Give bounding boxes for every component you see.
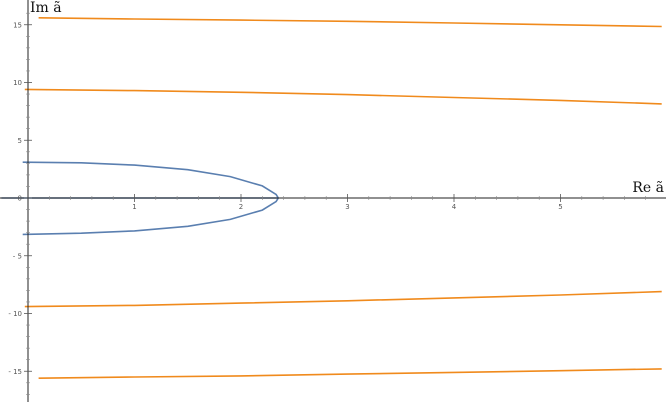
- y-tick-label: - 5: [13, 252, 22, 260]
- y-tick-label: 0: [18, 195, 22, 203]
- series-4-curve: [24, 290, 662, 308]
- x-tick-label: 5: [558, 203, 562, 211]
- tick-layer: 1 2 3 4 5 - 15 - 10 - 5 0 5 10 15: [8, 12, 647, 395]
- y-tick-label: 10: [13, 79, 22, 87]
- y-axis-label: Im ã: [30, 0, 62, 16]
- series-3-curve: [24, 88, 662, 105]
- series-2-curve: [38, 17, 662, 28]
- y-tick-label: - 15: [8, 368, 22, 376]
- y-tick-label: 15: [13, 21, 22, 29]
- x-tick-label: 2: [239, 203, 243, 211]
- x-tick-label: 1: [132, 203, 136, 211]
- x-axis-label: Re ã: [632, 180, 664, 196]
- series-5-curve: [38, 368, 662, 379]
- y-tick-label: - 10: [8, 310, 22, 318]
- x-tick-label: 3: [345, 203, 349, 211]
- x-tick-label: 4: [452, 203, 457, 211]
- y-tick-label: 5: [18, 137, 22, 145]
